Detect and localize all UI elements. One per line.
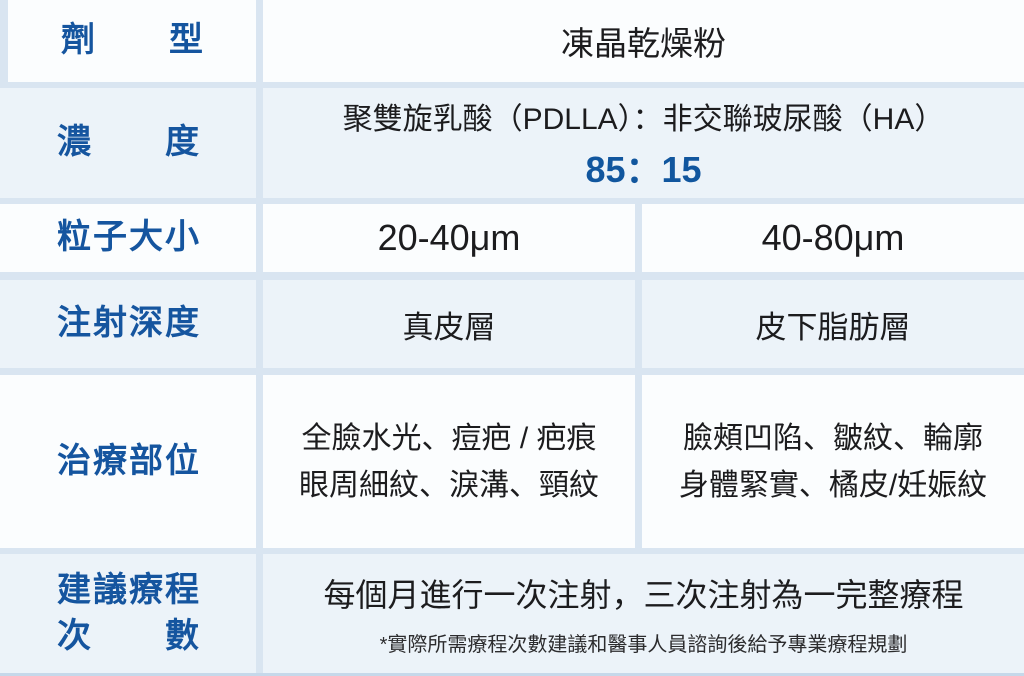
injection-depth-subcutaneous-cell: 皮下脂肪層	[642, 280, 1024, 368]
recommended-sessions-label-cell: 建議療程 次數	[0, 554, 256, 673]
treatment-area-subcutaneous-line1: 臉頰凹陷、皺紋、輪廓	[683, 421, 983, 455]
recommended-sessions-label-line1: 建議療程	[57, 570, 199, 609]
recommended-sessions-footnote: *實際所需療程次數建議和醫事人員諮詢後給予專業療程規劃	[379, 634, 908, 656]
injection-depth-subcutaneous: 皮下脂肪層	[755, 309, 911, 345]
treatment-area-dermal: 全臉水光、痘疤 / 疤痕 眼周細紋、淚溝、頸紋	[299, 415, 599, 509]
treatment-area-dermal-cell: 全臉水光、痘疤 / 疤痕 眼周細紋、淚溝、頸紋	[263, 375, 635, 548]
row-concentration: 濃度 聚雙旋乳酸（PDLLA）：非交聯玻尿酸（HA） 85：15	[0, 88, 1024, 198]
recommended-sessions-value: 每個月進行一次注射，三次注射為一完整療程	[323, 577, 964, 613]
treatment-area-subcutaneous: 臉頰凹陷、皺紋、輪廓 身體緊實、橘皮/妊娠紋	[679, 415, 987, 509]
treatment-area-subcutaneous-cell: 臉頰凹陷、皺紋、輪廓 身體緊實、橘皮/妊娠紋	[642, 375, 1024, 548]
dosage-form-value-cell: 凍晶乾燥粉	[263, 0, 1024, 82]
dosage-form-label: 劑型	[61, 21, 203, 60]
particle-size-dermal: 20-40μm	[377, 217, 521, 258]
concentration-label-cell: 濃度	[0, 88, 256, 198]
treatment-area-subcutaneous-line2: 身體緊實、橘皮/妊娠紋	[678, 468, 988, 502]
concentration-ratio: 85：15	[585, 148, 702, 190]
row-recommended-sessions: 建議療程 次數 每個月進行一次注射，三次注射為一完整療程 *實際所需療程次數建議…	[0, 554, 1024, 673]
particle-size-label: 粒子大小	[57, 218, 199, 257]
treatment-area-dermal-line2: 眼周細紋、淚溝、頸紋	[299, 468, 599, 502]
treatment-area-label: 治療部位	[57, 441, 199, 480]
concentration-value-cell: 聚雙旋乳酸（PDLLA）：非交聯玻尿酸（HA） 85：15	[263, 88, 1024, 198]
injection-depth-dermal-cell: 真皮層	[263, 280, 635, 368]
injection-depth-dermal: 真皮層	[402, 309, 496, 345]
particle-size-subcutaneous-cell: 40-80μm	[642, 204, 1024, 272]
particle-size-subcutaneous: 40-80μm	[761, 217, 905, 258]
injection-depth-label: 注射深度	[57, 304, 199, 343]
row-treatment-area: 治療部位 全臉水光、痘疤 / 疤痕 眼周細紋、淚溝、頸紋 臉頰凹陷、皺紋、輪廓 …	[0, 375, 1024, 548]
dosage-form-value: 凍晶乾燥粉	[561, 25, 726, 62]
particle-size-label-cell: 粒子大小	[0, 204, 256, 272]
recommended-sessions-value-cell: 每個月進行一次注射，三次注射為一完整療程 *實際所需療程次數建議和醫事人員諮詢後…	[263, 554, 1024, 673]
row-particle-size: 粒子大小 20-40μm 40-80μm	[0, 204, 1024, 272]
dosage-form-label-cell: 劑型	[8, 0, 256, 82]
concentration-label: 濃度	[57, 123, 199, 162]
concentration-composition: 聚雙旋乳酸（PDLLA）：非交聯玻尿酸（HA）	[342, 102, 945, 136]
treatment-area-label-cell: 治療部位	[0, 375, 256, 548]
row-dosage-form: 劑型 凍晶乾燥粉	[0, 0, 1024, 82]
treatment-area-dermal-line1: 全臉水光、痘疤 / 疤痕	[301, 421, 597, 455]
injection-depth-label-cell: 注射深度	[0, 280, 256, 368]
recommended-sessions-label-line2: 次數	[57, 616, 199, 655]
row-injection-depth: 注射深度 真皮層 皮下脂肪層	[0, 280, 1024, 368]
particle-size-dermal-cell: 20-40μm	[263, 204, 635, 272]
